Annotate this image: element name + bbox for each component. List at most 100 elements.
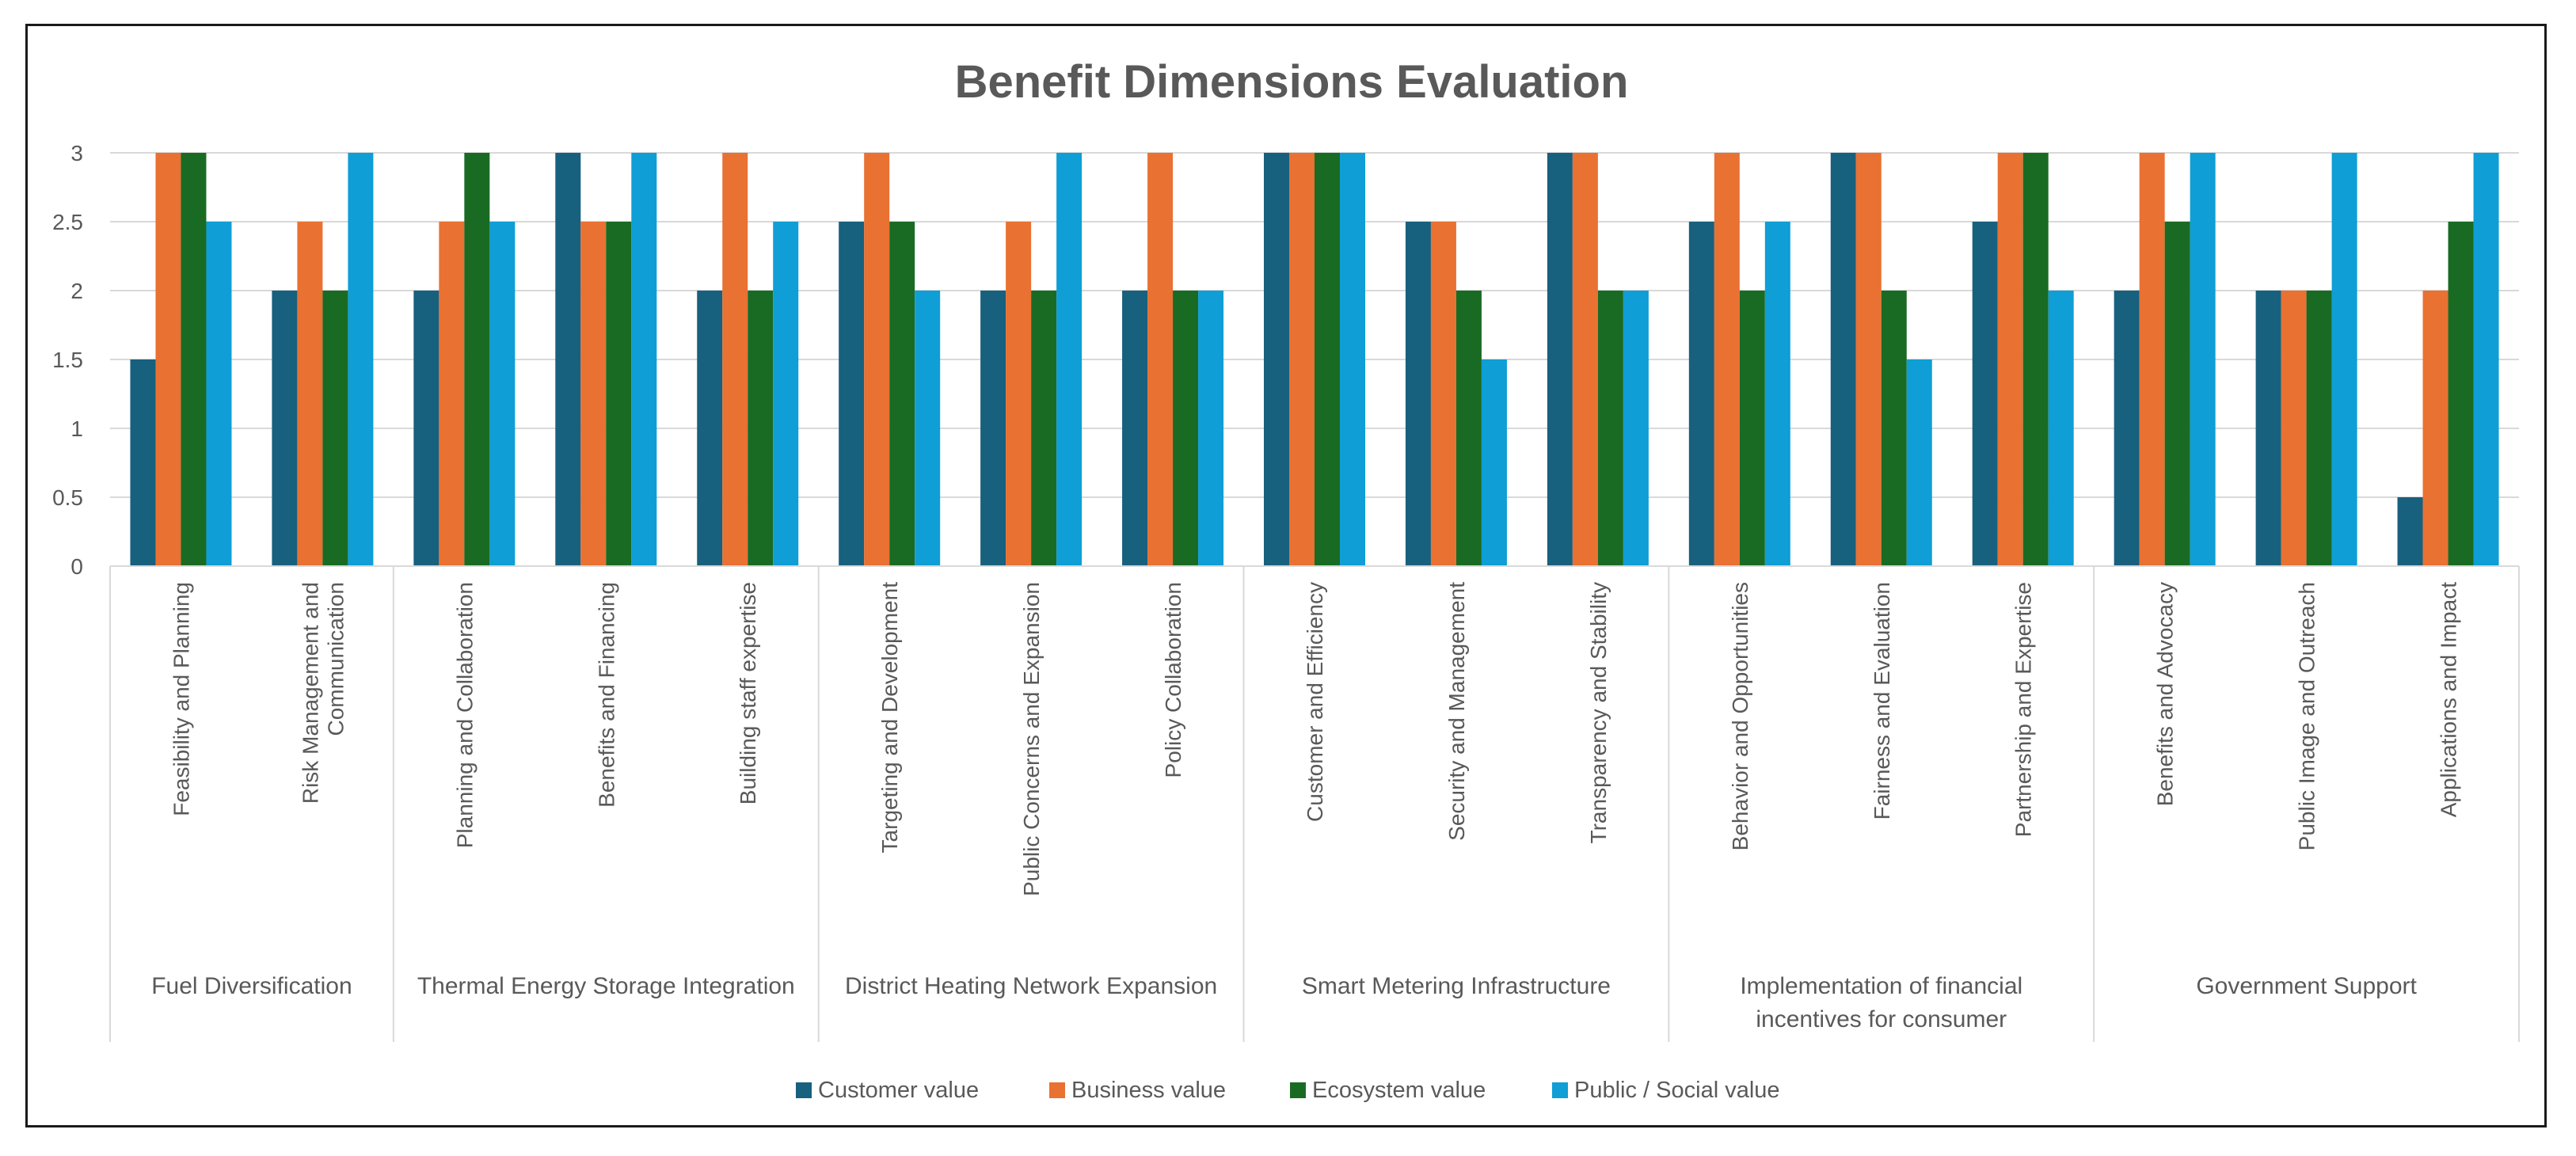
bar-ecosystem-value-9 — [1455, 291, 1482, 566]
y-tick-label: 2 — [70, 279, 83, 303]
bar-ecosystem-value-0 — [181, 153, 207, 566]
bar-public-social-value-5 — [915, 291, 941, 566]
category-label: Applications and Impact — [2437, 582, 2461, 818]
bar-public-social-value-8 — [1340, 153, 1365, 566]
category-label: Fairness and Evaluation — [1870, 582, 1894, 819]
legend-label: Public / Social value — [1574, 1078, 1780, 1103]
bar-customer-value-12 — [1830, 153, 1856, 566]
y-tick-label: 3 — [70, 141, 83, 165]
bar-public-social-value-3 — [631, 153, 657, 566]
category-label: Feasibility and Planning — [169, 582, 193, 816]
bar-ecosystem-value-11 — [1739, 291, 1765, 566]
bar-public-social-value-12 — [1906, 359, 1932, 566]
bar-business-value-16 — [2422, 291, 2449, 566]
bar-business-value-6 — [1006, 222, 1032, 566]
legend-swatch — [1552, 1082, 1568, 1098]
category-label: Public Concerns and Expansion — [1019, 582, 1044, 896]
legend-label: Business value — [1071, 1078, 1226, 1103]
bar-customer-value-11 — [1688, 222, 1714, 566]
bar-ecosystem-value-8 — [1315, 153, 1340, 566]
bar-business-value-0 — [155, 153, 181, 566]
bar-customer-value-1 — [272, 291, 298, 566]
category-label: Customer and Efficiency — [1303, 582, 1327, 822]
bar-customer-value-16 — [2397, 497, 2423, 566]
bar-public-social-value-7 — [1198, 291, 1224, 566]
bar-customer-value-10 — [1547, 153, 1573, 566]
bar-business-value-1 — [297, 222, 323, 566]
bar-ecosystem-value-5 — [889, 222, 915, 566]
bar-public-social-value-6 — [1056, 153, 1083, 566]
x-axis: Feasibility and Planning Risk Management … — [109, 565, 2520, 1042]
bar-customer-value-13 — [1972, 222, 1998, 566]
legend-swatch — [1290, 1082, 1306, 1098]
bar-customer-value-2 — [413, 291, 439, 566]
y-tick-label: 1.5 — [52, 348, 83, 372]
legend-label: Customer value — [818, 1078, 979, 1103]
group-label: Government Support — [2196, 973, 2417, 999]
chart-canvas: Benefit Dimensions Evaluation 0 0.5 1 1.5 2 2… — [52, 56, 2520, 1103]
bar-business-value-10 — [1572, 153, 1598, 566]
bar-ecosystem-value-3 — [606, 222, 632, 566]
bar-ecosystem-value-13 — [2022, 153, 2049, 566]
category-label: Benefits and Advocacy — [2153, 582, 2178, 806]
bar-ecosystem-value-4 — [748, 291, 774, 566]
category-label: Transparency and Stability — [1586, 582, 1611, 843]
bar-business-value-12 — [1855, 153, 1882, 566]
bar-business-value-7 — [1147, 153, 1174, 566]
bar-public-social-value-13 — [2048, 291, 2074, 566]
group-label: Thermal Energy Storage Integration — [417, 973, 795, 999]
bar-ecosystem-value-6 — [1031, 291, 1057, 566]
bar-business-value-8 — [1289, 153, 1315, 566]
group-label: Implementation of financial incentives fo… — [1740, 973, 2022, 1032]
category-label: Building staff expertise — [736, 582, 760, 804]
bar-customer-value-14 — [2114, 291, 2140, 566]
category-label: Policy Collaboration — [1161, 582, 1185, 778]
bar-ecosystem-value-15 — [2306, 291, 2332, 566]
bar-public-social-value-0 — [206, 222, 232, 566]
bar-customer-value-15 — [2255, 291, 2281, 566]
legend-swatch — [796, 1082, 812, 1098]
y-tick-label: 2.5 — [52, 210, 83, 234]
bar-ecosystem-value-2 — [464, 153, 490, 566]
bar-business-value-2 — [439, 222, 465, 566]
bar-customer-value-0 — [130, 359, 156, 566]
bar-public-social-value-14 — [2190, 153, 2216, 566]
legend-swatch — [1049, 1082, 1065, 1098]
y-tick-label: 1 — [70, 416, 83, 441]
category-label: Risk Management andCommunication — [298, 582, 348, 804]
bar-business-value-15 — [2281, 291, 2307, 566]
category-label: Targeting and Development — [877, 582, 902, 854]
group-label: Smart Metering Infrastructure — [1302, 973, 1611, 999]
y-tick-label: 0 — [70, 554, 83, 579]
bar-public-social-value-1 — [348, 153, 374, 566]
bar-customer-value-9 — [1405, 222, 1431, 566]
bar-customer-value-5 — [839, 222, 865, 566]
category-label: Public Image and Outreach — [2295, 582, 2319, 850]
bar-business-value-3 — [580, 222, 607, 566]
legend: Customer value Business value Ecosystem va… — [796, 1078, 1780, 1103]
bars — [130, 153, 2499, 566]
category-label: Behavior and Opportunities — [1728, 582, 1752, 850]
bar-ecosystem-value-7 — [1173, 291, 1199, 566]
chart-title: Benefit Dimensions Evaluation — [955, 56, 1629, 108]
group-label: District Heating Network Expansion — [845, 973, 1217, 999]
bar-public-social-value-15 — [2331, 153, 2357, 566]
chart-frame: Benefit Dimensions Evaluation 0 0.5 1 1.5 2 2… — [25, 24, 2547, 1127]
bar-business-value-14 — [2139, 153, 2165, 566]
bar-ecosystem-value-10 — [1597, 291, 1623, 566]
bar-customer-value-8 — [1264, 153, 1289, 566]
bar-ecosystem-value-12 — [1881, 291, 1907, 566]
bar-customer-value-6 — [980, 291, 1006, 566]
bar-business-value-13 — [1997, 153, 2023, 566]
group-label: Fuel Diversification — [151, 973, 352, 999]
bar-public-social-value-2 — [489, 222, 516, 566]
bar-ecosystem-value-16 — [2448, 222, 2474, 566]
legend-label: Ecosystem value — [1312, 1078, 1486, 1103]
y-axis-ticks: 0 0.5 1 1.5 2 2.5 3 — [52, 141, 83, 579]
category-label: Partnership and Expertise — [2011, 582, 2036, 837]
bar-business-value-5 — [864, 153, 890, 566]
bar-business-value-9 — [1430, 222, 1456, 566]
bar-customer-value-3 — [555, 153, 581, 566]
bar-business-value-4 — [722, 153, 748, 566]
category-label: Planning and Collaboration — [452, 582, 477, 848]
